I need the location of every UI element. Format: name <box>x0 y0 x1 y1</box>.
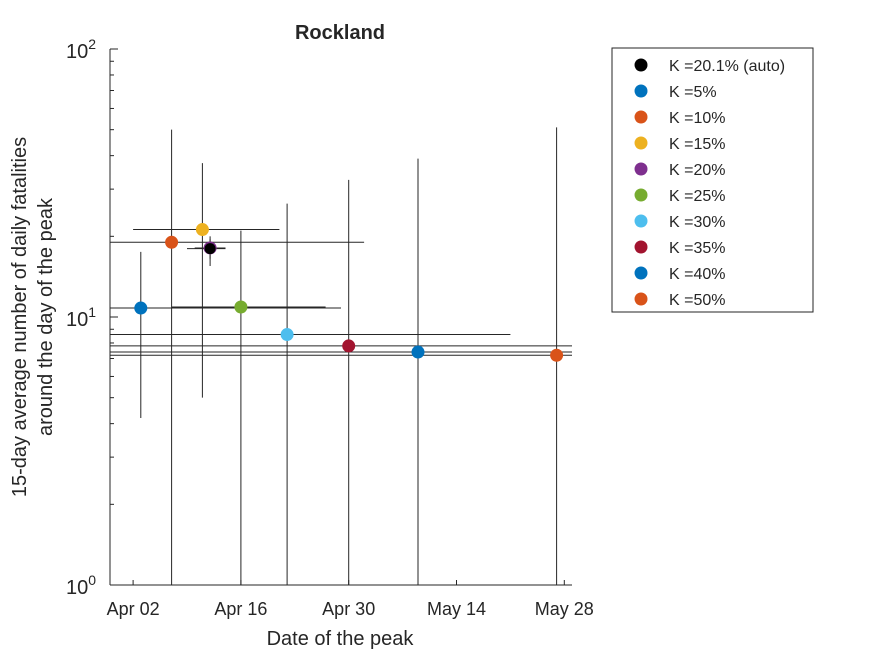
legend-marker <box>634 214 648 228</box>
markers <box>134 223 564 362</box>
legend-marker <box>634 188 648 202</box>
legend-label: K =30% <box>669 214 725 231</box>
legend-label: K =20% <box>669 162 725 179</box>
legend-marker <box>634 292 648 306</box>
data-point <box>550 348 564 362</box>
data-point <box>195 223 209 237</box>
y-axis-label-line-2: around the day of the peak <box>35 197 57 436</box>
legend-label: K =35% <box>669 240 725 257</box>
data-point <box>342 339 356 353</box>
legend-label: K =25% <box>669 188 725 205</box>
data-point <box>234 300 248 314</box>
legend-label: K =5% <box>669 84 717 101</box>
legend-label: K =10% <box>669 110 725 127</box>
data-point <box>134 301 148 315</box>
chart-title: Rockland <box>295 22 385 44</box>
legend-label: K =15% <box>669 136 725 153</box>
x-tick-label: Apr 16 <box>214 599 267 619</box>
legend-label: K =40% <box>669 266 725 283</box>
legend-marker <box>634 162 648 176</box>
data-point <box>411 345 425 359</box>
legend-marker <box>634 84 648 98</box>
legend-marker <box>634 136 648 150</box>
legend-marker <box>634 240 648 254</box>
legend: K =20.1% (auto) K =5% K =10% K =15% K =20% K … <box>611 47 814 313</box>
legend-marker <box>634 266 648 280</box>
x-tick-label: May 28 <box>535 599 594 619</box>
legend-marker <box>634 110 648 124</box>
y-axis-label-line-1: 15-day average number of daily fatalitie… <box>9 137 31 497</box>
x-tick-label: Apr 02 <box>107 599 160 619</box>
data-point <box>165 235 179 249</box>
x-axis-label: Date of the peak <box>267 628 415 650</box>
plot-area <box>110 49 572 585</box>
x-tick-label: May 14 <box>427 599 486 619</box>
legend-label: K =50% <box>669 292 725 309</box>
legend-label: K =20.1% (auto) <box>669 58 785 75</box>
data-point <box>204 243 216 255</box>
data-point <box>280 328 294 342</box>
legend-marker <box>634 58 648 72</box>
x-tick-label: Apr 30 <box>322 599 375 619</box>
